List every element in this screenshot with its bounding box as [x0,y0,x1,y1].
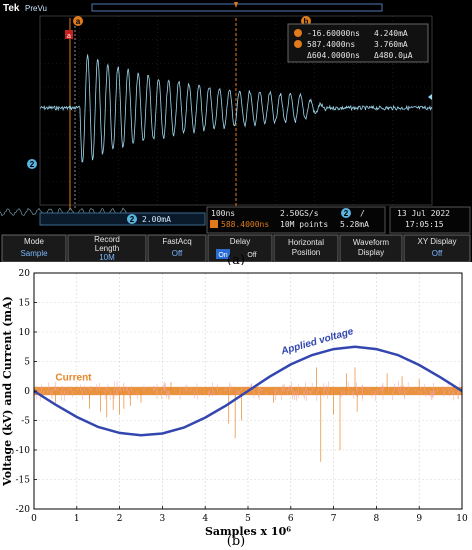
y-tick-label: -20 [16,505,31,515]
caption-a: (a) [227,253,245,268]
x-tick-label: 9 [416,514,422,524]
cursor-a-marker-label: a [67,33,71,40]
menu-mode-value: Sample [20,249,48,258]
bottom-menu: Mode Sample Record Length 10M FastAcq Of… [1,234,471,262]
menu-mode-title: Mode [24,237,45,246]
record-points: 10M points [280,220,328,229]
menu-horizontal-position[interactable]: Horizontal Position [273,234,339,262]
y-tick-label: 10 [19,328,31,338]
x-tick-label: 2 [117,514,123,524]
trigger-slope: / [360,209,365,218]
readout-b-icon [294,40,302,48]
y-tick-label: -5 [21,417,30,427]
cursor-a-marker [65,30,73,39]
x-tick-label: 6 [288,514,294,524]
menu-fastacq-title: FastAcq [162,237,191,246]
chart-background [0,265,472,550]
caption-b: (b) [226,534,246,549]
trigger-level-marker [428,94,432,100]
y-tick-labels: -20 -15 -10 -5 0 5 10 15 20 [16,269,37,515]
oscilloscope-screenshot: Tek PreVu a a b -16.60000ns 4.240mA 587.… [0,0,472,262]
x-tick-labels: 0 1 2 3 4 5 6 7 8 9 10 [31,506,468,524]
readout-delta-time: Δ604.0000ns [307,51,360,60]
y-tick-label: -10 [16,446,31,456]
readout-b-time: 587.4000ns [307,40,355,49]
menu-delay-title: Delay [230,237,250,246]
x-tick-label: 10 [456,514,468,524]
applied-voltage-line [33,345,463,437]
readout-a-time: -16.60000ns [307,29,360,38]
x-tick-label: 7 [331,514,337,524]
x-tick-label: 4 [202,514,208,524]
readout-b-value: 3.760mA [374,40,408,49]
menu-delay-off: Off [247,252,256,259]
readout-a-value: 4.240mA [374,29,408,38]
time: 17:05:15 [405,220,444,229]
brand-logo: Tek [3,3,20,14]
x-tick-label: 1 [74,514,80,524]
menu-xy-title: XY Display [418,237,457,246]
y-tick-label: 0 [24,387,30,397]
menu-waveform-display[interactable]: Waveform Display [339,234,403,262]
trigger-level: 5.28mA [340,220,369,229]
y-axis-label: Voltage (kV) and Current (mA) [1,296,14,487]
readout-delta-value: Δ480.0μA [374,51,413,60]
menu-record-value: 10M [99,253,115,262]
y-tick-label: 15 [19,299,31,309]
menu-mode[interactable]: Mode Sample [1,234,67,262]
ch2-scale: 2.00mA [142,215,171,224]
readout-a-icon [294,29,302,37]
menu-record-length[interactable]: Record Length 10M [67,234,147,262]
trigger-pos-icon [210,220,218,228]
menu-record-title-1: Record [94,235,120,244]
ch2-ground-marker[interactable] [27,159,37,169]
sample-rate: 2.50GS/s [280,209,319,218]
ch2-scale-box[interactable] [39,212,206,226]
trigger-channel-icon [341,208,351,218]
trigger-channel: 2 [344,209,349,218]
datetime-box [389,206,471,234]
x-tick-label: 5 [245,514,251,524]
brand-sub: PreVu [25,4,47,13]
menu-waveform-title-2: Display [358,248,384,257]
menu-xy-display[interactable]: XY Display Off [403,234,471,262]
menu-horizontal-title-1: Horizontal [288,238,324,247]
menu-record-title-2: Length [95,244,119,253]
cursor-b-label: b [304,17,309,26]
ch2-scale-icon-label: 2 [130,215,135,224]
trigger-marker [234,2,238,8]
delay-on-toggle[interactable] [216,249,230,259]
voltage-current-chart: 0 1 2 3 4 5 6 7 8 9 10 -20 -15 -10 -5 0 5 10 15 20 Voltage… [0,265,472,550]
cursor-a-badge[interactable] [73,16,83,26]
menu-horizontal-title-2: Position [292,248,320,257]
y-tick-label: -15 [16,476,31,486]
menu-delay-on: On [218,252,227,259]
ch2-scale-icon [127,214,137,224]
cursor-readout-panel [287,23,429,63]
menu-xy-value: Off [432,249,443,258]
menu-delay[interactable]: Delay On Off [207,234,273,262]
y-tick-label: 20 [19,269,31,279]
scope-waveform [39,54,433,163]
trigger-position: 588.4000ns [221,220,269,229]
menu-fastacq[interactable]: FastAcq Off [147,234,207,262]
menu-fastacq-value: Off [172,249,183,258]
x-tick-label: 8 [374,514,380,524]
x-axis-label: Samples x 10⁶ [205,525,291,538]
ch2-ground-label: 2 [30,160,35,169]
timebase: 100ns [211,209,235,218]
horizontal-status-box [206,206,386,234]
menu-waveform-title-1: Waveform [353,238,389,247]
cursor-a-label: a [76,17,81,26]
x-tick-label: 3 [160,514,166,524]
current-annotation: Current [55,372,92,383]
y-tick-label: 5 [24,358,30,368]
x-tick-label: 0 [31,514,37,524]
date: 13 Jul 2022 [397,209,450,218]
